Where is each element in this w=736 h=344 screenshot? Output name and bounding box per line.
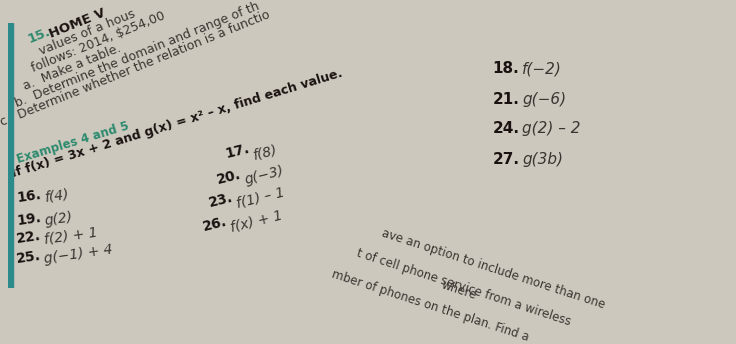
Text: 17.: 17.: [224, 142, 251, 161]
Text: 25.: 25.: [15, 249, 42, 266]
Bar: [8, 23, 13, 288]
Text: 22.: 22.: [15, 229, 42, 246]
Text: If f(x) = 3x + 2 and g(x) = x² – x, find each value.: If f(x) = 3x + 2 and g(x) = x² – x, find…: [10, 67, 344, 180]
Text: g(2): g(2): [43, 210, 74, 228]
Text: 20.: 20.: [216, 167, 243, 186]
Text: 24.: 24.: [492, 121, 520, 137]
Text: g(3b): g(3b): [523, 152, 563, 167]
Text: where: where: [439, 279, 478, 302]
Text: HOME V: HOME V: [47, 7, 107, 41]
Text: 16.: 16.: [15, 187, 42, 205]
Text: 19.: 19.: [15, 211, 42, 228]
Text: 23.: 23.: [208, 190, 235, 210]
Text: f(2) + 1: f(2) + 1: [43, 225, 99, 246]
Text: Examples 4 and 5: Examples 4 and 5: [15, 120, 131, 166]
Text: 27.: 27.: [492, 152, 520, 167]
Text: f(x) + 1: f(x) + 1: [230, 208, 284, 234]
Text: t of cell phone service from a wireless: t of cell phone service from a wireless: [355, 246, 573, 328]
Text: g(−1) + 4: g(−1) + 4: [43, 243, 114, 266]
Text: f(−2): f(−2): [523, 61, 562, 76]
Text: b.  Determine the domain and range of th: b. Determine the domain and range of th: [13, 0, 261, 110]
Text: mber of phones on the plan. Find a: mber of phones on the plan. Find a: [330, 268, 531, 344]
Text: 26.: 26.: [202, 214, 229, 234]
Text: 15.: 15.: [26, 25, 52, 46]
Text: f(1) – 1: f(1) – 1: [236, 185, 286, 211]
Text: a.  Make a table.: a. Make a table.: [21, 42, 123, 93]
Text: c.  Determine whether the relation is a functio: c. Determine whether the relation is a f…: [0, 8, 272, 129]
Text: ave an option to include more than one: ave an option to include more than one: [380, 227, 606, 312]
Text: 18.: 18.: [492, 61, 520, 76]
Text: g(−6): g(−6): [523, 92, 567, 107]
Text: follows: 2014, $254,00: follows: 2014, $254,00: [29, 9, 167, 75]
Text: g(2) – 2: g(2) – 2: [523, 121, 581, 137]
Text: 21.: 21.: [492, 92, 520, 107]
Text: f(8): f(8): [251, 142, 278, 162]
Text: f(4): f(4): [43, 187, 70, 205]
Text: g(−3): g(−3): [243, 164, 286, 187]
Text: values of a hous: values of a hous: [38, 8, 138, 58]
